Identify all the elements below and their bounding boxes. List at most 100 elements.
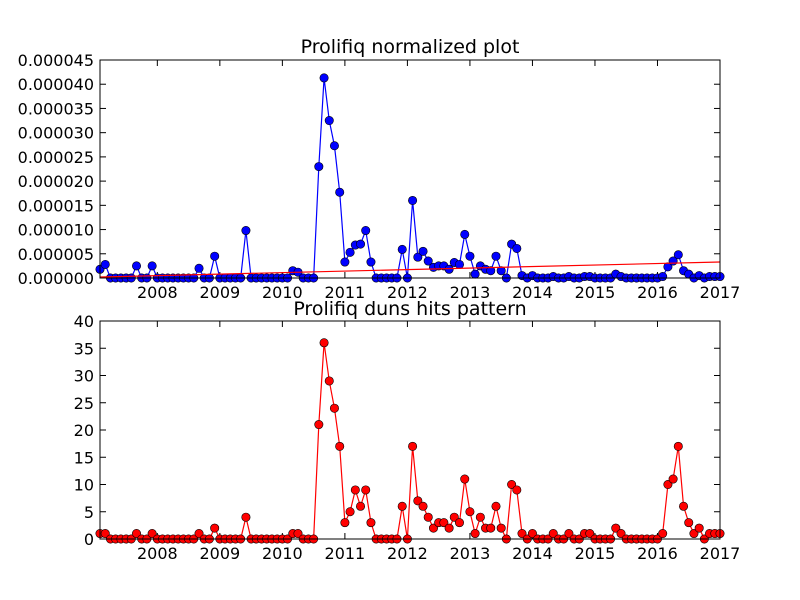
duns-hits-plot-series-0-point: [616, 529, 626, 539]
normalized-plot-series-0-point: [673, 250, 683, 260]
duns-hits-plot-y-tick-label: 0: [84, 530, 94, 549]
normalized-plot-y-tick-label: 0.000035: [18, 99, 94, 118]
duns-hits-plot-y-tick-label: 10: [74, 476, 94, 495]
duns-hits-plot-series-0-point: [548, 529, 558, 539]
duns-hits-plot-series-0-point: [454, 518, 464, 528]
normalized-plot-series-0-point: [512, 243, 522, 253]
normalized-plot-x-tick-label: 2012: [387, 283, 428, 302]
duns-hits-plot-series-0-point: [496, 523, 506, 533]
normalized-plot-y-tick-label: 0.000015: [18, 196, 94, 215]
normalized-plot-series: [95, 73, 725, 283]
duns-hits-plot-x-tick-label: 2014: [512, 544, 553, 563]
normalized-plot-series-0-point: [345, 247, 355, 257]
normalized-plot-series-0-point: [491, 251, 501, 261]
normalized-plot-series-0-point: [100, 259, 110, 269]
normalized-plot-x-tick-label: 2010: [262, 283, 303, 302]
normalized-plot-series-0-point: [241, 226, 251, 236]
duns-hits-plot-series-0-point: [439, 518, 449, 528]
normalized-plot-series-0-point: [658, 272, 668, 282]
normalized-plot-x-tick-label: 2015: [575, 283, 616, 302]
duns-hits-plot-series-0-point: [517, 529, 527, 539]
normalized-plot-series-0-point: [423, 256, 433, 266]
duns-hits-plot-x-tick-label: 2017: [700, 544, 741, 563]
duns-hits-plot-series-0-point: [564, 529, 574, 539]
normalized-plot-series-0-point: [460, 229, 470, 239]
normalized-plot-series-0-point: [470, 269, 480, 279]
duns-hits-plot-series-0-point: [668, 474, 678, 484]
duns-hits-plot-series-0-point: [241, 512, 251, 522]
normalized-plot-x-tick-label: 2017: [700, 283, 741, 302]
duns-hits-plot-series-0-point: [397, 501, 407, 511]
duns-hits-plot-series-0-point: [663, 479, 673, 489]
normalized-plot-y-tick-label: 0.000020: [18, 172, 94, 191]
duns-hits-plot-series-0-point: [512, 485, 522, 495]
duns-hits-plot-y-tick-label: 25: [74, 394, 94, 413]
duns-hits-plot-series-0-point: [470, 529, 480, 539]
normalized-plot-series-0-point: [454, 259, 464, 269]
normalized-plot-series-0-point: [465, 251, 475, 261]
duns-hits-plot-series-0-point: [413, 496, 423, 506]
duns-hits-plot-series-0-point: [449, 512, 459, 522]
duns-hits-plot-series-0-point: [689, 529, 699, 539]
duns-hits-plot-x-tick-label: 2015: [575, 544, 616, 563]
normalized-plot-x-tick-label: 2008: [137, 283, 178, 302]
normalized-plot-series-0-point: [413, 252, 423, 262]
normalized-plot-x-tick-label: 2016: [637, 283, 678, 302]
duns-hits-plot-x-tick-label: 2011: [325, 544, 366, 563]
normalized-plot-series-0-point: [418, 246, 428, 256]
duns-hits-plot-series-0-point: [679, 501, 689, 511]
duns-hits-plot-series-0-point: [293, 529, 303, 539]
normalized-plot-y-tick-label: 0.000025: [18, 148, 94, 167]
duns-hits-plot-y-tick-label: 40: [74, 312, 94, 331]
duns-hits-plot-x-tick-label: 2010: [262, 544, 303, 563]
duns-hits-plot-series-0-point: [684, 518, 694, 528]
normalized-plot-y-tick-label: 0.000005: [18, 245, 94, 264]
normalized-plot-y-tick-label: 0.000045: [18, 51, 94, 70]
duns-hits-plot-series-0-point: [132, 529, 142, 539]
duns-hits-plot-y-tick-label: 5: [84, 503, 94, 522]
duns-hits-plot-series-0-point: [340, 518, 350, 528]
normalized-plot-series-0-point: [444, 264, 454, 274]
duns-hits-plot-series-0-point: [408, 441, 418, 451]
duns-hits-plot-series-0-point: [100, 529, 110, 539]
duns-hits-plot-series-0-point: [465, 507, 475, 517]
normalized-plot-y-tick-label: 0.000000: [18, 269, 94, 288]
normalized-plot-y-tick-label: 0.000040: [18, 75, 94, 94]
duns-hits-plot-x-tick-label: 2008: [137, 544, 178, 563]
duns-hits-plot-series-0-point: [423, 512, 433, 522]
duns-hits-plot-y-tick-label: 15: [74, 448, 94, 467]
normalized-plot-series-0-point: [329, 141, 339, 151]
normalized-plot-series-0-point: [132, 261, 142, 271]
duns-hits-plot-series-0-point: [356, 501, 366, 511]
normalized-plot-series-0-point: [486, 266, 496, 276]
duns-hits-plot-y-axis: 0 5 10 15 20 25 30 35 40: [74, 312, 720, 549]
duns-hits-plot-series-0-point: [418, 501, 428, 511]
duns-hits-plot-y-tick-label: 30: [74, 367, 94, 386]
normalized-plot-series-0-point: [496, 266, 506, 276]
duns-hits-plot-x-tick-label: 2016: [637, 544, 678, 563]
duns-hits-plot-series-0-point: [428, 523, 438, 533]
duns-hits-plot-x-axis: 2008 2009 2010 2011 2012 2013 2014 2015 2016 2017: [137, 321, 740, 563]
duns-hits-plot-series-0-point: [491, 501, 501, 511]
duns-hits-plot-series-0-point: [319, 338, 329, 348]
duns-hits-plot-frame: [99, 320, 721, 540]
normalized-plot-series-0-point: [147, 261, 157, 271]
normalized-plot-x-axis: 2008 2009 2010 2011 2012 2013 2014 2015 2016 2017: [137, 60, 740, 302]
duns-hits-plot-series-0-point: [460, 474, 470, 484]
duns-hits-plot-y-tick-label: 20: [74, 421, 94, 440]
normalized-plot-series-0-point: [366, 257, 376, 267]
duns-hits-plot-series-0-point: [366, 518, 376, 528]
duns-hits-plot-series-0-point: [329, 403, 339, 413]
duns-hits-plot-series-0-point: [444, 523, 454, 533]
duns-hits-plot-series-0-point: [314, 420, 324, 430]
normalized-plot-series-0-point: [194, 263, 204, 273]
normalized-plot-series-0-point: [356, 239, 366, 249]
duns-hits-plot-series-0-point: [147, 529, 157, 539]
duns-hits-plot-series-0-point: [194, 529, 204, 539]
duns-hits-plot-series-0-point: [507, 479, 517, 489]
normalized-plot-x-tick-label: 2011: [325, 283, 366, 302]
duns-hits-plot-series-0-point: [335, 441, 345, 451]
normalized-plot-series-0-point: [663, 262, 673, 272]
duns-hits-plot-series-0-point: [694, 523, 704, 533]
duns-hits-plot-series-0-point: [585, 529, 595, 539]
